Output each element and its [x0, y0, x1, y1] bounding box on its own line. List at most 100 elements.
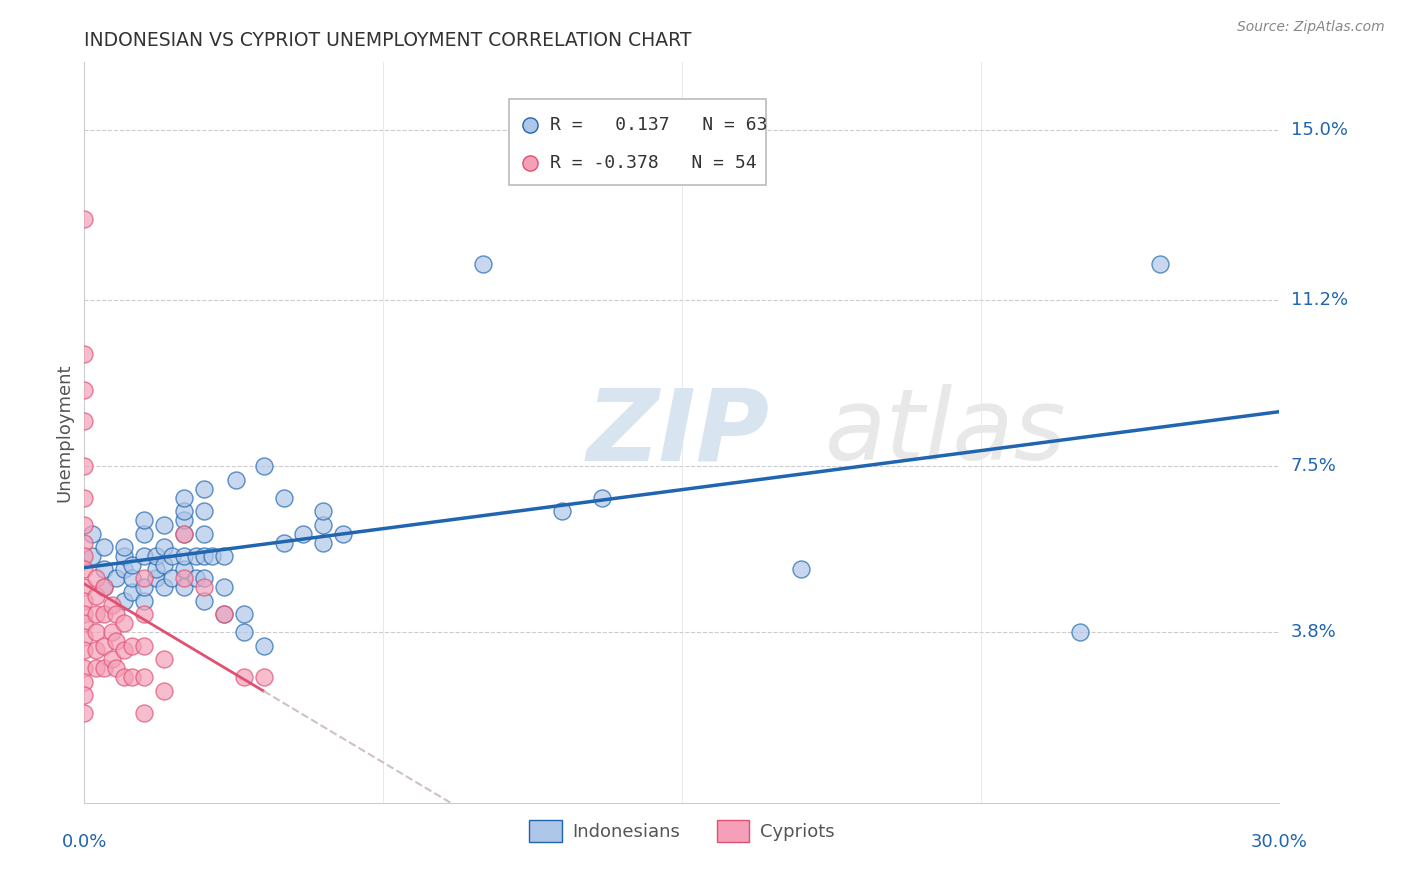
- Point: [1069, 625, 1091, 640]
- Point: [232, 625, 254, 640]
- Point: [145, 562, 167, 576]
- Point: [112, 670, 135, 684]
- Point: [112, 540, 135, 554]
- Point: [145, 549, 167, 563]
- FancyBboxPatch shape: [509, 99, 766, 185]
- Text: R =   0.137   N = 63: R = 0.137 N = 63: [551, 116, 768, 134]
- Point: [184, 571, 207, 585]
- Text: 30.0%: 30.0%: [1251, 833, 1308, 851]
- Point: [132, 594, 156, 608]
- Point: [173, 513, 195, 527]
- Point: [112, 616, 135, 631]
- Text: 3.8%: 3.8%: [1291, 624, 1336, 641]
- Point: [112, 549, 135, 563]
- Point: [73, 491, 96, 505]
- Point: [132, 581, 156, 595]
- Point: [160, 571, 183, 585]
- Point: [212, 581, 235, 595]
- Point: [173, 549, 195, 563]
- Point: [93, 581, 115, 595]
- Point: [101, 599, 124, 613]
- Point: [73, 616, 96, 631]
- Point: [273, 535, 295, 549]
- Point: [193, 571, 215, 585]
- Point: [173, 504, 195, 518]
- Point: [112, 562, 135, 576]
- Point: [101, 652, 124, 666]
- Point: [105, 607, 128, 622]
- Point: [86, 643, 108, 657]
- Point: [73, 414, 96, 428]
- Point: [173, 562, 195, 576]
- Point: [101, 625, 124, 640]
- Point: [73, 562, 96, 576]
- Point: [173, 581, 195, 595]
- Point: [292, 526, 315, 541]
- Point: [73, 607, 96, 622]
- Point: [121, 571, 143, 585]
- Point: [73, 535, 96, 549]
- Point: [73, 581, 96, 595]
- Point: [153, 540, 176, 554]
- Point: [173, 571, 195, 585]
- Point: [93, 581, 115, 595]
- Point: [253, 459, 276, 474]
- Text: ZIP: ZIP: [586, 384, 769, 481]
- Point: [121, 670, 143, 684]
- Point: [82, 549, 104, 563]
- Point: [73, 643, 96, 657]
- Point: [332, 526, 354, 541]
- Point: [790, 562, 813, 576]
- Point: [73, 347, 96, 361]
- Y-axis label: Unemployment: Unemployment: [55, 363, 73, 502]
- Point: [73, 459, 96, 474]
- Point: [86, 625, 108, 640]
- Point: [253, 670, 276, 684]
- Point: [173, 526, 195, 541]
- Point: [193, 549, 215, 563]
- Point: [73, 674, 96, 689]
- Point: [591, 491, 613, 505]
- Text: R = -0.378   N = 54: R = -0.378 N = 54: [551, 154, 756, 172]
- Point: [312, 504, 335, 518]
- Point: [193, 594, 215, 608]
- Point: [201, 549, 224, 563]
- Legend: Indonesians, Cypriots: Indonesians, Cypriots: [522, 813, 842, 849]
- Point: [193, 581, 215, 595]
- Point: [86, 661, 108, 675]
- Point: [212, 549, 235, 563]
- Point: [253, 639, 276, 653]
- Point: [160, 549, 183, 563]
- Text: 15.0%: 15.0%: [1291, 120, 1347, 139]
- Point: [193, 482, 215, 496]
- Point: [82, 526, 104, 541]
- Point: [132, 549, 156, 563]
- Point: [153, 683, 176, 698]
- Point: [212, 607, 235, 622]
- Text: 7.5%: 7.5%: [1291, 458, 1337, 475]
- Point: [153, 581, 176, 595]
- Point: [73, 706, 96, 720]
- Point: [105, 634, 128, 648]
- Point: [212, 607, 235, 622]
- Point: [93, 540, 115, 554]
- Point: [173, 491, 195, 505]
- Point: [73, 549, 96, 563]
- Point: [132, 639, 156, 653]
- Point: [73, 517, 96, 532]
- Point: [132, 670, 156, 684]
- Point: [173, 526, 195, 541]
- Point: [93, 661, 115, 675]
- Point: [73, 688, 96, 702]
- Point: [232, 670, 254, 684]
- Point: [121, 639, 143, 653]
- Point: [273, 491, 295, 505]
- Point: [105, 661, 128, 675]
- Point: [73, 594, 96, 608]
- Point: [232, 607, 254, 622]
- Point: [121, 585, 143, 599]
- Text: 0.0%: 0.0%: [62, 833, 107, 851]
- Text: 11.2%: 11.2%: [1291, 292, 1348, 310]
- Point: [86, 590, 108, 604]
- Point: [145, 571, 167, 585]
